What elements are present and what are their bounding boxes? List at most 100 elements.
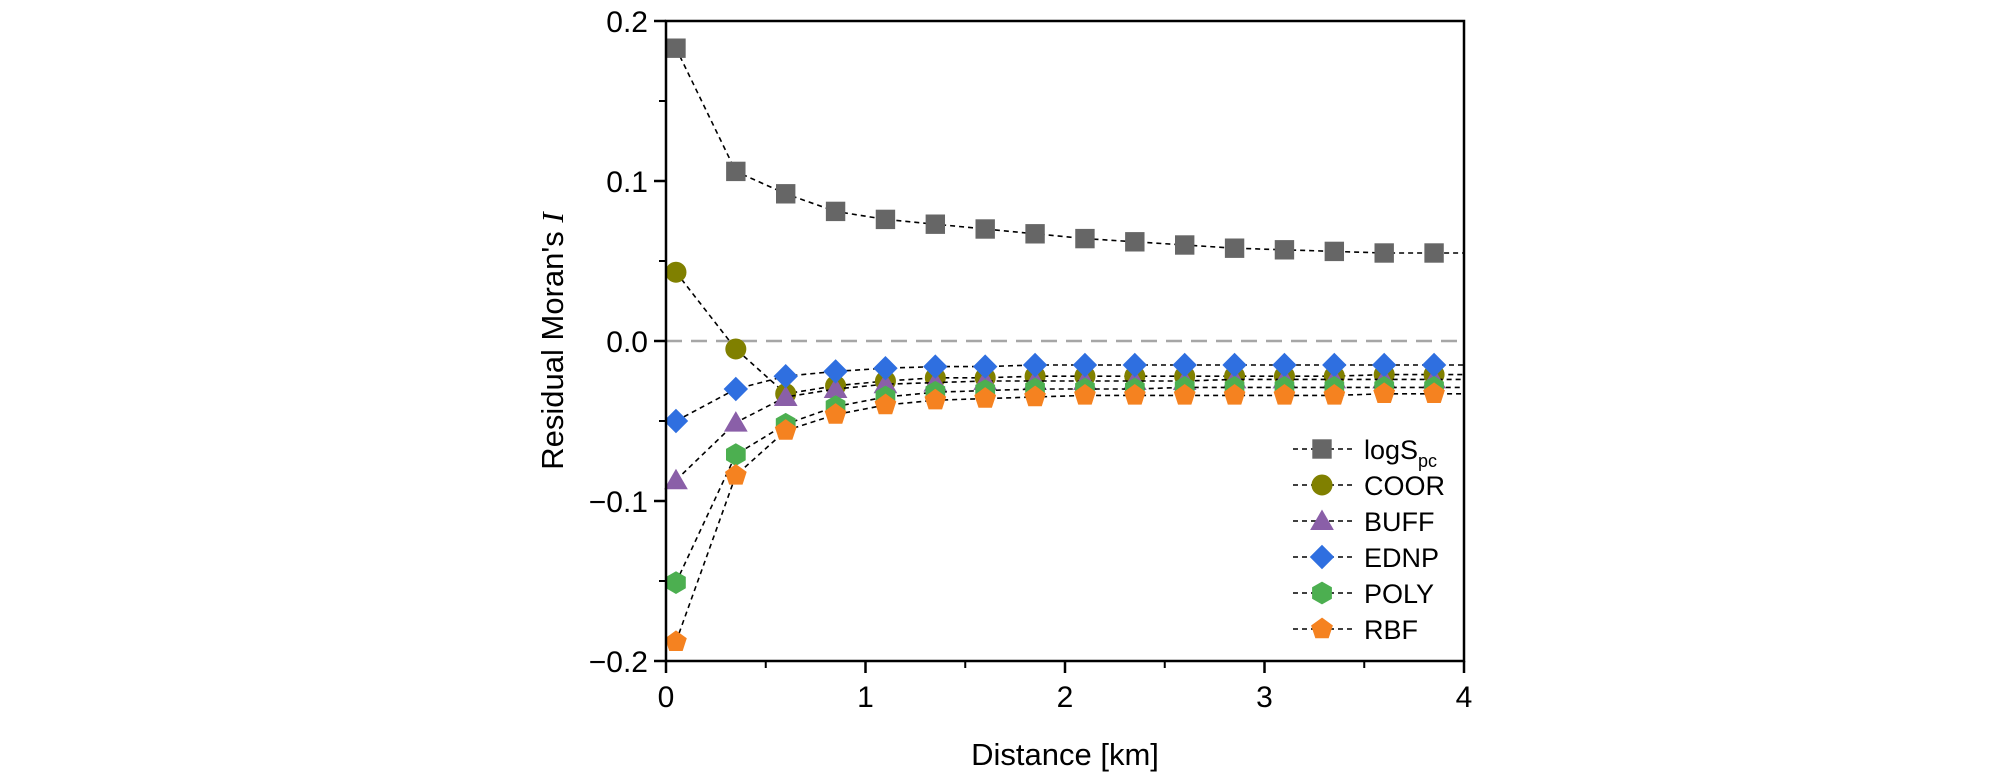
point-ednp-1 xyxy=(723,376,749,402)
legend-marker-logs xyxy=(1312,439,1332,459)
point-logs-7 xyxy=(1025,224,1045,244)
legend-label-ednp: EDNP xyxy=(1364,543,1439,573)
x-tick-label: 4 xyxy=(1456,681,1473,714)
point-logs-2 xyxy=(776,184,796,204)
point-rbf-6 xyxy=(974,387,997,408)
legend-label-text: RBF xyxy=(1364,615,1418,645)
point-rbf-4 xyxy=(874,393,897,415)
series-layer xyxy=(663,38,1464,651)
point-rbf-7 xyxy=(1024,385,1046,407)
point-coor-1 xyxy=(725,338,747,360)
legend-label-coor: COOR xyxy=(1364,471,1445,501)
point-rbf-15 xyxy=(1423,382,1445,403)
point-ednp-7 xyxy=(1022,352,1048,378)
point-buff-1 xyxy=(723,411,748,432)
legend-label-text: COOR xyxy=(1364,471,1445,501)
point-ednp-3 xyxy=(823,359,848,384)
point-logs-15 xyxy=(1424,243,1444,263)
legend-entry-logs: logSpc xyxy=(1293,435,1437,471)
legend-label-buff: BUFF xyxy=(1364,507,1435,537)
point-rbf-1 xyxy=(725,463,747,485)
point-logs-8 xyxy=(1075,228,1095,249)
point-logs-9 xyxy=(1125,232,1145,252)
series-line-ednp xyxy=(675,364,1464,422)
point-rbf-3 xyxy=(824,403,847,424)
point-rbf-14 xyxy=(1373,382,1396,403)
point-poly-0 xyxy=(666,571,686,594)
point-logs-12 xyxy=(1274,240,1295,260)
point-buff-0 xyxy=(664,468,688,490)
series-ednp xyxy=(663,352,1464,434)
legend-marker-poly xyxy=(1312,581,1332,605)
legend-entry-buff: BUFF xyxy=(1293,507,1435,537)
point-rbf-0 xyxy=(665,630,687,651)
y-axis-title-text: Residual Moran's xyxy=(535,223,570,470)
legend-marker-buff xyxy=(1310,509,1334,530)
series-logs xyxy=(666,38,1464,263)
point-ednp-4 xyxy=(873,355,898,381)
point-ednp-9 xyxy=(1122,352,1148,378)
x-tick-label: 0 xyxy=(658,681,675,714)
series-line-poly xyxy=(675,386,1464,583)
x-axis-title: Distance [km] xyxy=(971,737,1159,772)
y-tick-label: −0.2 xyxy=(589,646,648,679)
legend-entry-coor: COOR xyxy=(1293,471,1445,501)
point-logs-3 xyxy=(825,201,846,222)
point-rbf-2 xyxy=(774,419,797,440)
legend-label-subscript: pc xyxy=(1418,451,1437,471)
point-logs-4 xyxy=(875,209,896,230)
point-logs-14 xyxy=(1374,243,1394,263)
legend-marker-ednp xyxy=(1309,544,1335,570)
legend-entry-poly: POLY xyxy=(1293,579,1434,609)
point-ednp-5 xyxy=(923,354,948,379)
point-rbf-11 xyxy=(1223,383,1246,405)
x-tick-label: 3 xyxy=(1256,681,1273,714)
point-rbf-10 xyxy=(1173,383,1196,405)
legend-label-logs: logSpc xyxy=(1364,435,1437,471)
legend-label-text: POLY xyxy=(1364,579,1434,609)
x-tick-label: 2 xyxy=(1057,681,1074,714)
legend-marker-rbf xyxy=(1311,617,1333,639)
series-line-buff xyxy=(675,378,1464,481)
y-tick-label: −0.1 xyxy=(589,486,648,519)
point-poly-1 xyxy=(726,443,746,466)
legend-entry-ednp: EDNP xyxy=(1293,543,1439,573)
point-logs-1 xyxy=(726,161,746,182)
y-tick-label: 0.0 xyxy=(606,326,648,359)
point-logs-11 xyxy=(1224,238,1245,258)
axes-layer: 0 1 2 3 4 −0.2 −0.1 0.0 0.1 0.2 xyxy=(589,6,1473,714)
legend-label-text: logS xyxy=(1364,435,1418,465)
point-logs-0 xyxy=(666,38,686,58)
y-tick-label: 0.1 xyxy=(606,166,648,199)
point-buff-2 xyxy=(773,385,798,406)
point-coor-0 xyxy=(665,261,687,283)
x-tick-label: 1 xyxy=(857,681,874,714)
series-poly xyxy=(666,376,1464,594)
series-line-logs xyxy=(675,47,1464,254)
point-ednp-6 xyxy=(972,354,998,379)
point-logs-5 xyxy=(925,214,946,234)
point-logs-10 xyxy=(1175,235,1195,255)
point-logs-6 xyxy=(975,219,995,239)
y-axis-title-italic: I xyxy=(535,211,570,224)
series-line-coor xyxy=(675,271,1464,395)
series-rbf xyxy=(665,382,1464,651)
point-rbf-9 xyxy=(1124,383,1146,405)
point-ednp-8 xyxy=(1072,352,1098,378)
point-ednp-2 xyxy=(773,363,798,389)
series-line-rbf xyxy=(675,392,1464,643)
point-rbf-5 xyxy=(924,388,947,410)
legend-label-rbf: RBF xyxy=(1364,615,1418,645)
point-logs-13 xyxy=(1324,241,1345,262)
legend-entry-rbf: RBF xyxy=(1293,615,1418,645)
legend-label-poly: POLY xyxy=(1364,579,1434,609)
y-tick-label: 0.2 xyxy=(606,6,648,39)
y-axis-title: Residual Moran's I xyxy=(535,211,570,470)
legend-label-text: EDNP xyxy=(1364,543,1439,573)
legend-label-text: BUFF xyxy=(1364,507,1435,537)
point-rbf-8 xyxy=(1074,383,1096,405)
point-ednp-0 xyxy=(663,408,689,434)
point-rbf-12 xyxy=(1273,383,1296,405)
